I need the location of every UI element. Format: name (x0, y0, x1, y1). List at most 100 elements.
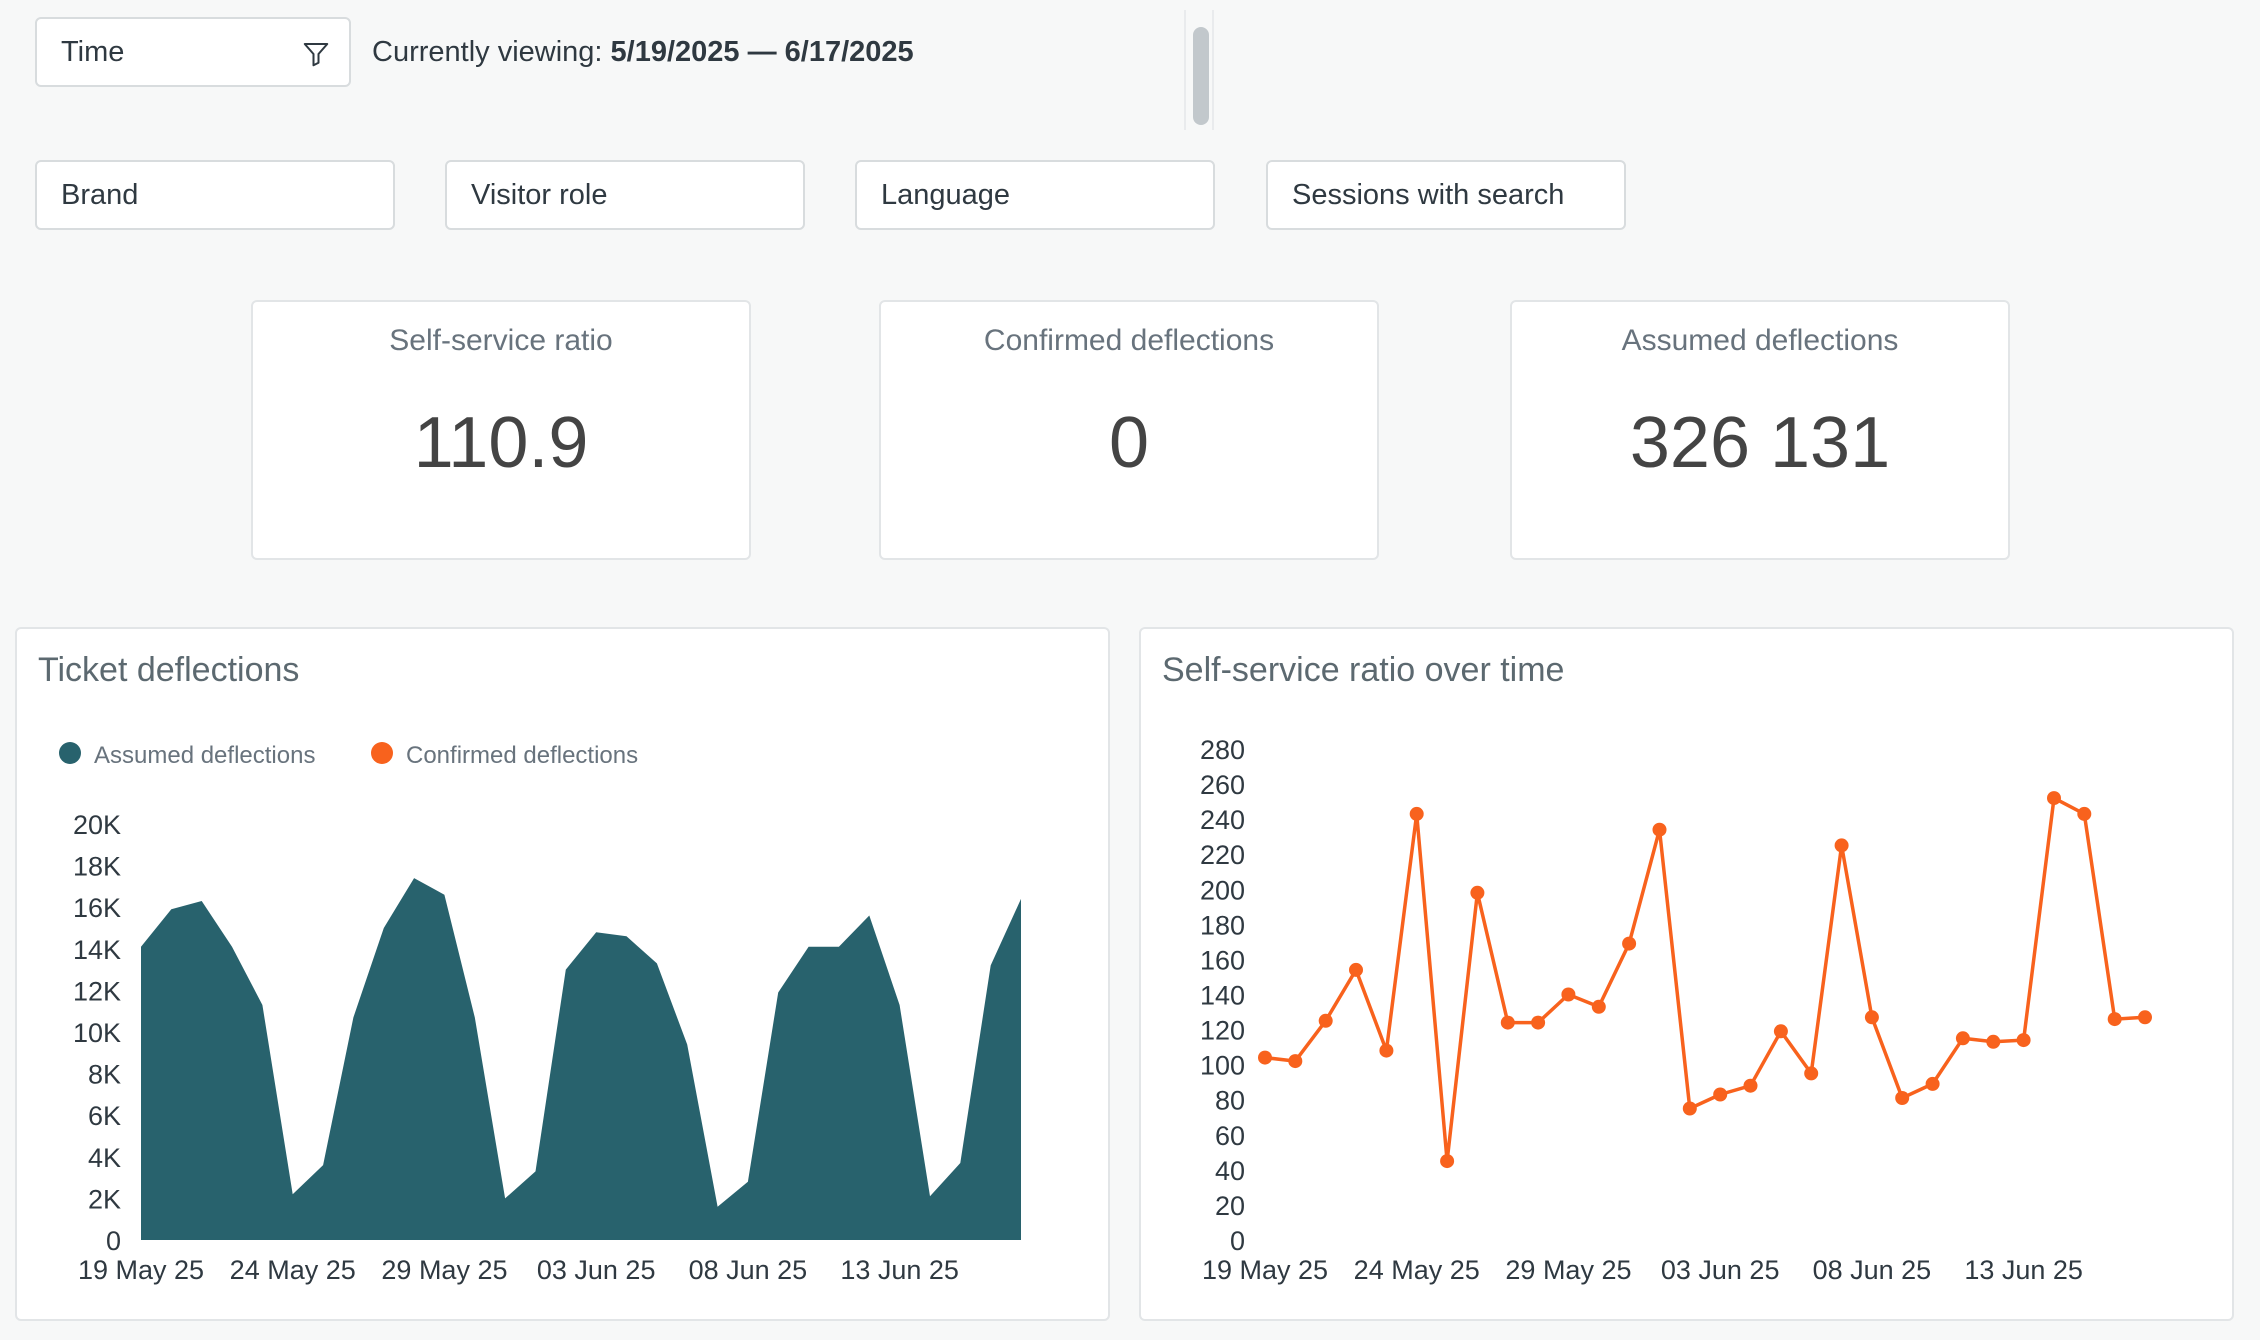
data-point (2047, 791, 2061, 806)
data-point (1895, 1091, 1910, 1105)
data-point (1864, 1010, 1879, 1025)
data-point (1500, 1015, 1515, 1030)
self-service-ratio-chart: 0 20 40 60 80 100 120 140 160 180 200 220 240 260 280 1… (1200, 735, 2152, 1285)
data-point (1925, 1076, 1940, 1091)
sessions-with-search-filter[interactable]: Sessions with search (1266, 160, 1626, 230)
chart-title: Ticket deflections (38, 651, 300, 689)
y-tick-label: 2K (88, 1184, 121, 1214)
x-tick-label: 13 Jun 25 (840, 1255, 959, 1285)
x-tick-label: 24 May 25 (1354, 1255, 1480, 1285)
x-tick-label: 08 Jun 25 (1813, 1255, 1932, 1285)
data-point (1955, 1031, 1970, 1046)
visitor-role-filter[interactable]: Visitor role (445, 160, 805, 230)
self-service-ratio-panel: Self-service ratio over time 0 20 40 60 80 10… (1139, 627, 2234, 1321)
data-point (1773, 1024, 1788, 1039)
y-tick-label: 12K (73, 976, 121, 1006)
y-tick-label: 10K (73, 1018, 121, 1048)
date-range-prefix: Currently viewing: (372, 36, 611, 68)
data-point (1409, 806, 1424, 821)
y-tick-label: 18K (73, 852, 121, 882)
brand-filter[interactable]: Brand (35, 160, 395, 230)
data-point (1804, 1066, 1819, 1081)
y-tick-label: 0 (1230, 1226, 1245, 1256)
data-point (1470, 885, 1485, 900)
data-point (1986, 1034, 2001, 1049)
y-tick-label: 40 (1215, 1156, 1245, 1186)
y-tick-label: 100 (1200, 1051, 1245, 1081)
y-tick-label: 160 (1200, 945, 1245, 975)
data-point (1622, 936, 1637, 951)
y-tick-label: 4K (88, 1143, 121, 1173)
legend-label: Confirmed deflections (406, 742, 638, 769)
y-tick-label: 8K (88, 1060, 121, 1090)
x-tick-label: 13 Jun 25 (1964, 1255, 2083, 1285)
data-point (2016, 1033, 2031, 1048)
y-tick-label: 80 (1215, 1086, 1245, 1116)
y-tick-label: 240 (1200, 805, 1245, 835)
kpi-value: 110.9 (413, 403, 589, 483)
language-filter[interactable]: Language (855, 160, 1215, 230)
x-tick-label: 19 May 25 (78, 1255, 204, 1285)
sessions-with-search-filter-label: Sessions with search (1292, 178, 1565, 211)
x-tick-label: 29 May 25 (381, 1255, 507, 1285)
x-tick-label: 29 May 25 (1505, 1255, 1631, 1285)
data-point (1318, 1013, 1333, 1028)
y-tick-label: 60 (1215, 1121, 1245, 1151)
ticket-deflections-chart: Assumed deflections Confirmed deflections… (59, 742, 1021, 1285)
data-point (2107, 1012, 2122, 1027)
date-range-value: 5/19/2025 — 6/17/2025 (610, 36, 914, 68)
data-point (1591, 999, 1606, 1014)
kpi-label: Confirmed deflections (983, 324, 1275, 357)
y-tick-label: 120 (1200, 1016, 1245, 1046)
data-point (1743, 1078, 1758, 1093)
kpi-value: 326 131 (1629, 403, 1891, 483)
x-tick-label: 08 Jun 25 (689, 1255, 808, 1285)
data-point (1288, 1054, 1303, 1069)
funnel-icon (303, 43, 329, 67)
time-filter-label: Time (61, 35, 125, 68)
chart-title: Self-service ratio over time (1162, 651, 1565, 689)
data-point (1713, 1087, 1728, 1102)
kpi-label: Assumed deflections (1621, 324, 1899, 357)
data-point (1682, 1101, 1697, 1116)
kpi-value: 0 (1108, 403, 1150, 483)
y-tick-label: 180 (1200, 910, 1245, 940)
ticket-deflections-panel: Ticket deflections Assumed deflections Co… (15, 627, 1110, 1321)
date-range-text: Currently viewing: 5/19/2025 — 6/17/2025 (372, 36, 914, 69)
y-tick-label: 280 (1200, 735, 1245, 765)
kpi-label: Self-service ratio (389, 324, 613, 357)
legend-label: Assumed deflections (94, 742, 315, 769)
y-tick-label: 16K (73, 893, 121, 923)
data-point (1440, 1154, 1455, 1169)
data-point (1561, 987, 1576, 1002)
data-point (1258, 1050, 1272, 1065)
data-point (2138, 1010, 2152, 1025)
y-tick-label: 6K (88, 1101, 121, 1131)
data-point (1379, 1043, 1394, 1058)
y-tick-label: 260 (1200, 770, 1245, 800)
data-point (1531, 1015, 1546, 1030)
brand-filter-label: Brand (61, 178, 139, 211)
kpi-card-confirmed-deflections: Confirmed deflections 0 (879, 300, 1379, 560)
y-tick-label: 0 (106, 1226, 121, 1256)
kpi-card-self-service-ratio: Self-service ratio 110.9 (251, 300, 751, 560)
y-tick-label: 200 (1200, 875, 1245, 905)
data-point (1834, 838, 1849, 853)
y-tick-label: 140 (1200, 981, 1245, 1011)
scrollbar-track[interactable] (1184, 10, 1214, 130)
y-tick-label: 220 (1200, 840, 1245, 870)
assumed-deflections-area (141, 878, 1021, 1240)
data-point (1349, 962, 1363, 977)
x-tick-label: 03 Jun 25 (537, 1255, 656, 1285)
scrollbar-thumb[interactable] (1193, 27, 1209, 125)
data-point (2077, 806, 2092, 821)
y-tick-label: 20K (73, 810, 121, 840)
kpi-card-assumed-deflections: Assumed deflections 326 131 (1510, 300, 2010, 560)
time-filter[interactable]: Time (35, 17, 351, 87)
legend-marker (371, 742, 393, 764)
legend-marker (59, 742, 81, 764)
language-filter-label: Language (881, 178, 1011, 211)
self-service-ratio-line (1264, 796, 2146, 1163)
x-tick-label: 19 May 25 (1202, 1255, 1328, 1285)
x-tick-label: 03 Jun 25 (1661, 1255, 1780, 1285)
